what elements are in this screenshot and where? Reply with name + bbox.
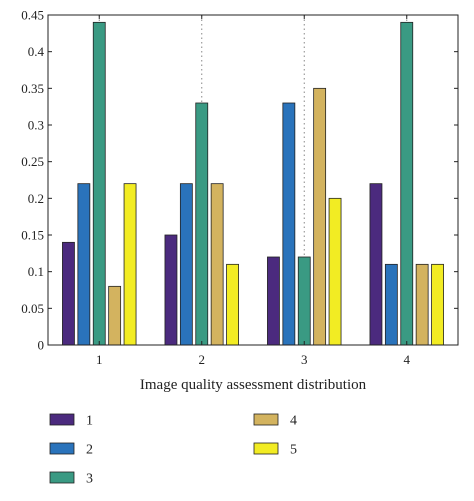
bar-series-4-category-1 [108, 285, 122, 346]
bar-series-2-category-3 [282, 102, 296, 346]
x-tick-label: 2 [199, 352, 206, 367]
bar-series-1-category-2 [164, 234, 178, 346]
x-tick-label: 4 [404, 352, 411, 367]
x-axis-ticks: 1 2 3 4 [96, 15, 411, 367]
x-tick-label: 3 [301, 352, 308, 367]
y-tick-label: 0.05 [21, 301, 44, 316]
axes [47, 14, 459, 346]
y-tick-label: 0.4 [28, 44, 45, 59]
y-axis-ticks: 0 0.05 0.1 0.15 0.2 0.25 0.3 0.35 0.4 0.45 [21, 8, 458, 353]
bar-series-4-category-2 [210, 183, 224, 346]
x-tick-label: 1 [96, 352, 103, 367]
y-tick-label: 0.25 [21, 154, 44, 169]
y-tick-label: 0.45 [21, 8, 44, 23]
legend: 1 2 3 4 5 [49, 413, 297, 487]
y-tick-label: 0.35 [21, 81, 44, 96]
bar-series-4-category-4 [415, 263, 429, 346]
legend-swatch-1 [49, 413, 75, 426]
y-tick-label: 0 [38, 338, 45, 353]
legend-label-3: 3 [86, 472, 93, 487]
bar-series-3-category-1 [92, 21, 106, 346]
plot-frame [47, 14, 459, 346]
y-tick-label: 0.2 [28, 191, 44, 206]
bar-series-2-category-4 [384, 263, 398, 346]
y-tick-label: 0.1 [28, 264, 44, 279]
y-tick-label: 0.15 [21, 228, 44, 243]
bar-series-1-category-3 [267, 256, 280, 346]
bar-series-5-category-4 [431, 263, 444, 346]
bar-series-4-category-3 [313, 87, 327, 346]
legend-label-4: 4 [290, 414, 297, 429]
bar-series-3-category-2 [195, 102, 209, 346]
bar-series-5-category-3 [328, 197, 342, 346]
bars [62, 21, 444, 346]
bar-series-2-category-2 [179, 183, 193, 346]
legend-swatch-5 [253, 442, 279, 455]
legend-label-2: 2 [86, 443, 93, 458]
legend-label-5: 5 [290, 443, 297, 458]
bar-series-1-category-4 [369, 183, 383, 346]
legend-label-1: 1 [86, 414, 93, 429]
grid-lines [98, 15, 408, 345]
legend-swatch-3 [49, 471, 75, 484]
y-tick-label: 0.3 [28, 118, 44, 133]
bar-series-3-category-4 [400, 21, 414, 346]
bar-series-3-category-3 [297, 256, 311, 346]
x-axis-label: Image quality assessment distribution [140, 377, 367, 393]
legend-swatch-4 [253, 413, 279, 426]
bar-series-5-category-2 [226, 263, 239, 346]
legend-swatch-2 [49, 442, 75, 455]
bar-series-2-category-1 [77, 183, 91, 346]
bar-series-5-category-1 [123, 183, 137, 346]
bar-series-1-category-1 [62, 241, 75, 346]
